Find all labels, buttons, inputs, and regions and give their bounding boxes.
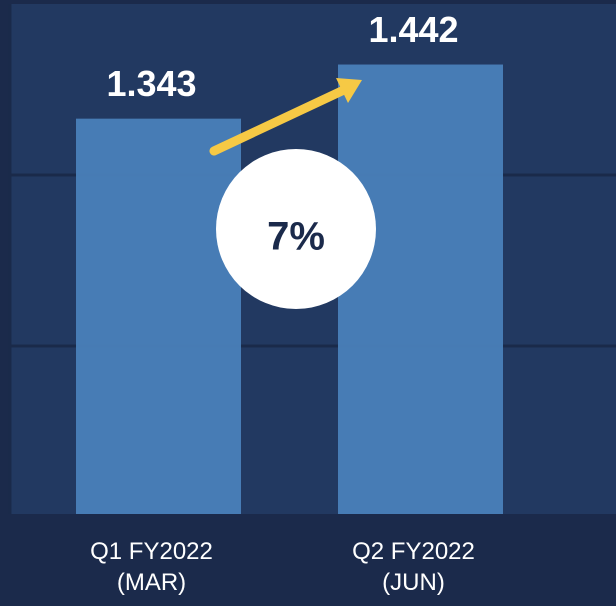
value-label: 1.343 [106, 63, 196, 104]
arrow-head [336, 78, 362, 103]
x-tick-label: Q2 FY2022 (JUN) [352, 538, 475, 596]
growth-badge [216, 149, 376, 309]
bar [76, 118, 241, 515]
bar [338, 64, 503, 514]
growth-label: 7% [267, 215, 325, 259]
x-tick-label: Q1 FY2022 (MAR) [90, 538, 213, 596]
value-label: 1.442 [368, 9, 458, 50]
growth-arrow [209, 84, 351, 156]
bars [76, 64, 503, 515]
